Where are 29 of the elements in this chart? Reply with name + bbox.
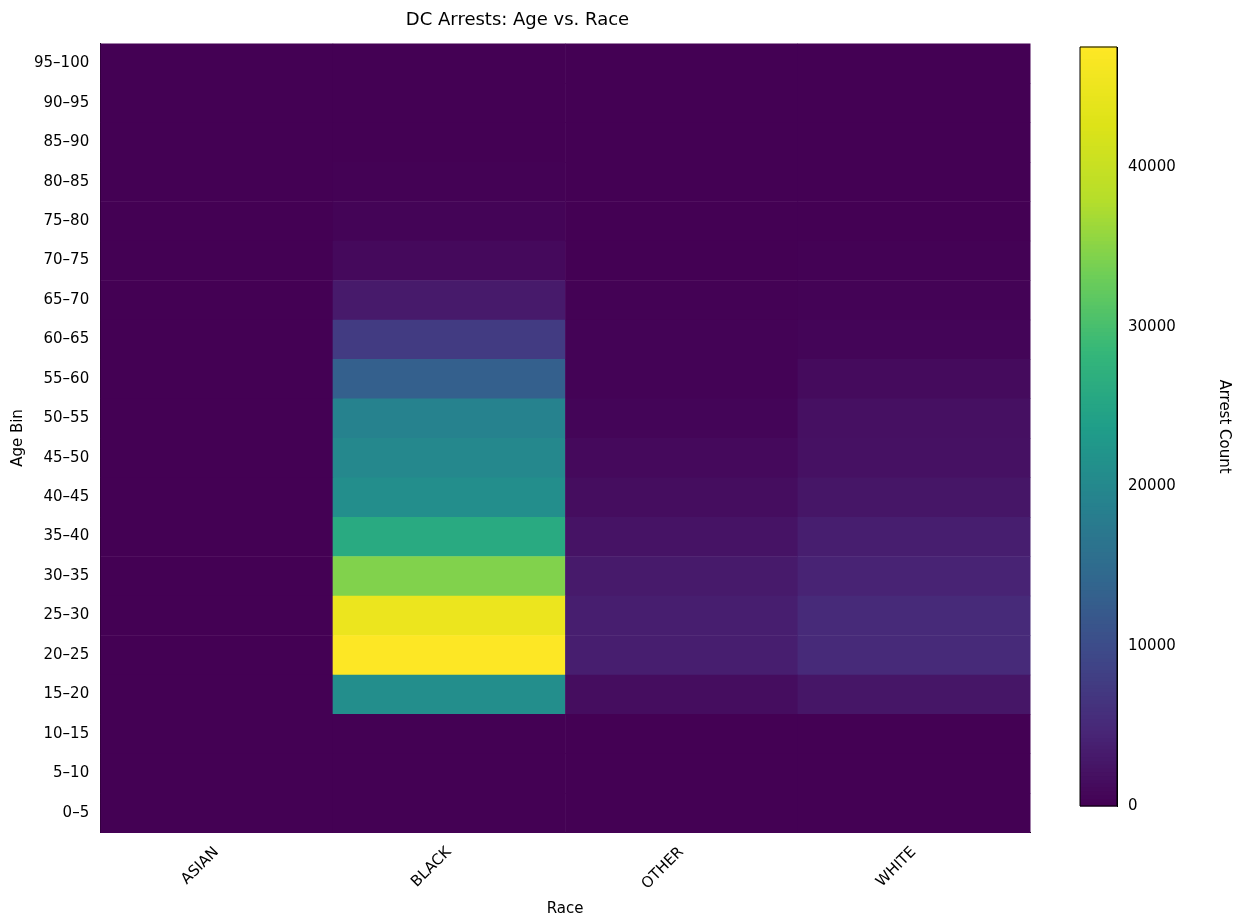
y-tick-label: 85–90 [43, 132, 90, 151]
y-tick-label: 20–25 [43, 644, 90, 663]
y-tick-label: 0–5 [62, 802, 90, 821]
color-bar-label: 0 [1128, 795, 1138, 814]
color-bar-title: Arrest Count [1216, 379, 1235, 474]
y-tick-label: 60–65 [43, 329, 90, 348]
y-tick-label: 30–35 [43, 565, 90, 584]
y-tick-label: 25–30 [43, 605, 90, 624]
y-tick-label: 90–95 [43, 92, 90, 111]
y-tick-label: 35–40 [43, 526, 90, 545]
color-bar-label: 30000 [1128, 316, 1176, 335]
color-bar-label: 20000 [1128, 476, 1176, 495]
y-axis-title: Age Bin [7, 409, 26, 467]
y-tick-label: 15–20 [43, 684, 90, 703]
y-tick-label: 70–75 [43, 250, 90, 269]
y-tick-label: 50–55 [43, 408, 90, 427]
y-tick-label: 45–50 [43, 447, 90, 466]
y-tick-label: 80–85 [43, 171, 90, 190]
x-axis-title: Race [546, 898, 584, 917]
color-bar-label: 40000 [1128, 156, 1176, 175]
y-tick-label: 95–100 [34, 53, 90, 72]
y-tick-label: 40–45 [43, 487, 90, 506]
color-bar-label: 10000 [1128, 636, 1176, 655]
y-tick-label: 65–70 [43, 289, 90, 308]
y-tick-label: 55–60 [43, 368, 90, 387]
y-tick-label: 5–10 [53, 763, 90, 782]
chart-title: DC Arrests: Age vs. Race [405, 8, 630, 30]
y-tick-label: 10–15 [43, 723, 90, 742]
y-tick-label: 75–80 [43, 210, 90, 229]
